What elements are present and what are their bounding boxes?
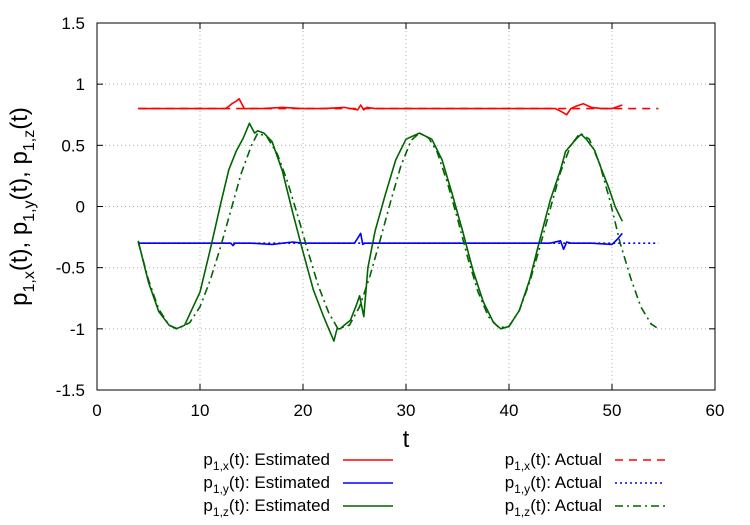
x-tick-label: 40 — [500, 401, 519, 420]
x-tick-label: 60 — [706, 401, 725, 420]
y-tick-label: -1 — [70, 320, 85, 339]
legend-label: p1,z(t): Estimated — [203, 496, 330, 519]
series-line-1x-estimated — [138, 98, 623, 116]
legend-label: p1,x(t): Estimated — [203, 450, 330, 473]
grid — [97, 23, 715, 390]
y-tick-label: 0 — [76, 198, 85, 217]
x-tick-label: 50 — [603, 401, 622, 420]
x-axis-label: t — [403, 426, 410, 453]
y-axis-label: p1,x(t), p1,y(t), p1,z(t) — [6, 107, 38, 306]
x-tick-label: 20 — [294, 401, 313, 420]
legend-label: p1,x(t): Actual — [505, 450, 602, 473]
y-tick-label: 0.5 — [61, 136, 85, 155]
series-line-1z-actual — [137, 132, 659, 330]
x-tick-label: 0 — [92, 401, 101, 420]
series-layer — [137, 98, 659, 342]
axis-ticks: 0 10 20 30 40 50 60 1.5 1 0.5 0 -0.5 -1 -1.5 — [56, 14, 725, 420]
legend-label: p1,z(t): Actual — [505, 496, 602, 519]
y-tick-label: 1.5 — [61, 14, 85, 33]
y-tick-label: -1.5 — [56, 381, 85, 400]
x-tick-label: 30 — [397, 401, 416, 420]
legend-label: p1,y(t): Estimated — [203, 473, 330, 496]
legend-label: p1,y(t): Actual — [505, 473, 602, 496]
series-line-1z-estimated — [137, 122, 624, 342]
y-tick-label: -0.5 — [56, 259, 85, 278]
x-tick-label: 10 — [191, 401, 210, 420]
y-tick-label: 1 — [76, 75, 85, 94]
